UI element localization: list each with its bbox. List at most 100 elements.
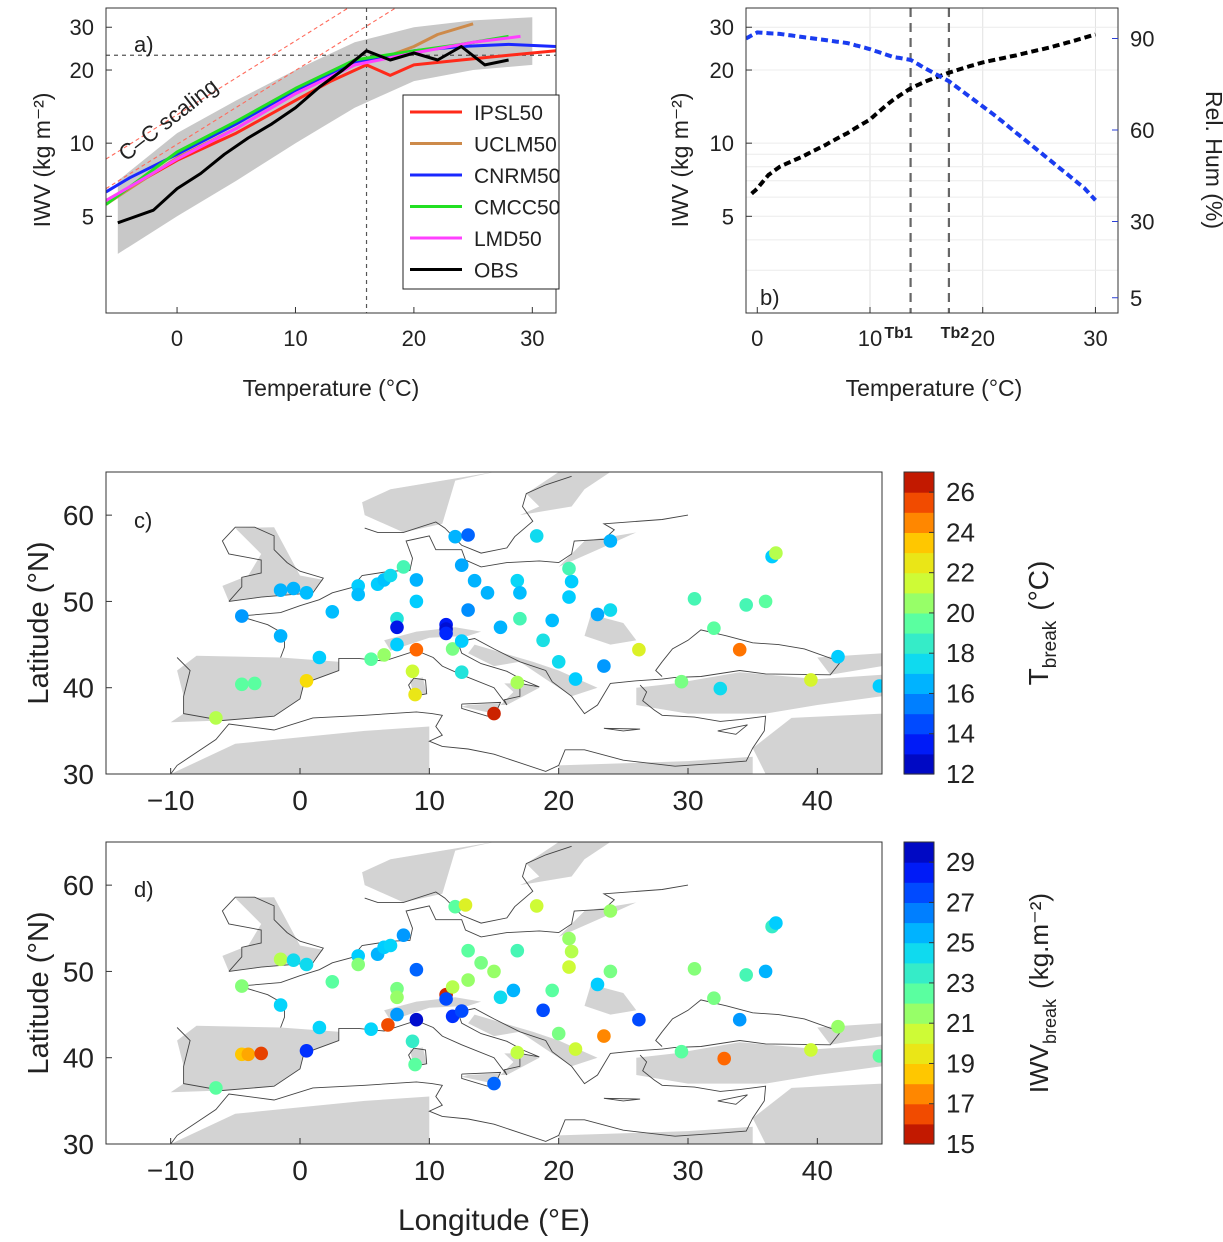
colorbar-tick-label: 20 (946, 598, 975, 628)
station-marker (831, 649, 845, 664)
station-marker (529, 899, 544, 913)
panel-b-series (746, 30, 1097, 202)
panel-d-xlabel: Longitude (°E) (398, 1204, 590, 1237)
panel-b-y2label: Rel. Hum (%) (1201, 91, 1223, 229)
station-marker (831, 1019, 845, 1034)
station-marker (603, 904, 618, 918)
terrain-patch (170, 1025, 339, 1093)
coastline (603, 1097, 641, 1102)
y2-tick-label: 90 (1130, 27, 1154, 52)
coastline (364, 845, 572, 924)
station-marker (510, 943, 525, 958)
station-marker (408, 687, 422, 702)
panel-b-frame (745, 7, 1119, 314)
station-marker (405, 1034, 420, 1049)
station-marker (396, 560, 411, 574)
station-marker (568, 672, 583, 686)
terrain-patch (362, 472, 494, 533)
station-marker (448, 899, 463, 914)
station-marker (325, 975, 340, 989)
panel-b-ticks: 0 10 20 30 5 10 20 30 5 30 60 90 Tb1 Tb2 (710, 15, 1155, 351)
colorbar-segment (904, 492, 934, 513)
station-marker (351, 957, 366, 972)
colorbar-c-label-main: T (1023, 668, 1054, 685)
station-marker (603, 534, 618, 548)
legend-label-ipsl50: IPSL50 (474, 102, 543, 125)
station-marker (286, 581, 301, 596)
colorbar-d-label-unit: (kg.m⁻²) (1024, 893, 1054, 989)
station-marker (562, 590, 576, 604)
y-tick-label: 60 (63, 500, 94, 531)
colorbar-tick-label: 16 (946, 678, 975, 708)
colorbar-segment (904, 1063, 934, 1085)
station-marker (545, 983, 559, 998)
station-marker (405, 664, 420, 679)
series-line-lmd50 (106, 34, 521, 202)
colorbar-tick-label: 22 (946, 558, 975, 588)
colorbar-segment (904, 1083, 934, 1105)
panel-d: −10 0 10 20 30 40 30 40 50 60 d) Latitude (°N) Lo… (23, 841, 1060, 1237)
station-marker (474, 956, 488, 970)
y-tick-label: 20 (70, 58, 94, 83)
iwv-series (750, 32, 1097, 196)
x-tick-label: 30 (672, 1155, 703, 1186)
x-tick-label: 30 (672, 785, 703, 816)
station-marker (445, 980, 460, 994)
panel-b-label: b) (760, 285, 780, 310)
break-label-tb2: Tb2 (941, 325, 970, 342)
terrain-patch (558, 756, 753, 774)
colorbar-tick-label: 18 (946, 638, 975, 668)
x-tick-label: 0 (292, 1155, 308, 1186)
station-marker (209, 711, 223, 725)
colorbar-segment (904, 1003, 934, 1024)
colorbar-segment (904, 653, 934, 674)
terrain-patch (519, 472, 611, 516)
station-marker (351, 587, 366, 602)
station-marker (597, 1029, 611, 1043)
station-marker (312, 1020, 327, 1035)
y2-tick-label: 60 (1130, 118, 1154, 143)
colorbar-segment (904, 532, 934, 554)
station-marker (739, 598, 753, 612)
x-tick-label: 30 (520, 326, 544, 351)
colorbar-segment (904, 713, 934, 735)
station-marker (632, 1012, 646, 1027)
panel-a-spread-band (117, 17, 533, 254)
station-marker (804, 673, 818, 687)
x-tick-label: 10 (858, 326, 882, 351)
panel-b-xlabel: Temperature (°C) (846, 375, 1023, 401)
station-marker (732, 1012, 747, 1027)
station-marker (480, 586, 495, 600)
panel-a-ylabel: IWV (kg m⁻²) (29, 93, 55, 228)
station-marker (299, 586, 314, 600)
rel-hum-series (746, 30, 1097, 202)
station-marker (409, 642, 424, 657)
panel-b-ylabel: IWV (kg m⁻²) (667, 93, 693, 228)
panel-c-ylabel: Latitude (°N) (23, 541, 55, 704)
station-marker (674, 674, 689, 689)
station-marker (390, 620, 404, 635)
station-marker (461, 943, 475, 958)
terrain-patch (106, 726, 430, 774)
terrain-patch (636, 672, 882, 714)
station-marker (467, 573, 482, 588)
station-marker (510, 675, 525, 690)
station-marker (273, 998, 288, 1012)
station-marker (409, 1012, 424, 1027)
colorbar-tick-label: 12 (946, 759, 975, 789)
y-tick-label: 40 (63, 673, 94, 704)
colorbar-tick-label: 27 (946, 887, 975, 917)
panel-c: −10 0 10 20 30 40 30 40 50 60 c) Latitude (°N) 12… (23, 471, 1061, 816)
colorbar-segment (904, 592, 934, 614)
colorbar-tick-label: 19 (946, 1048, 975, 1078)
station-marker (493, 990, 508, 1005)
station-marker (872, 1049, 882, 1063)
station-marker (769, 546, 783, 560)
station-marker (299, 957, 314, 972)
coastline (239, 514, 689, 658)
station-marker (461, 603, 475, 617)
x-tick-label: 30 (1083, 326, 1107, 351)
station-marker (487, 1076, 501, 1091)
colorbar-segment (904, 673, 934, 694)
